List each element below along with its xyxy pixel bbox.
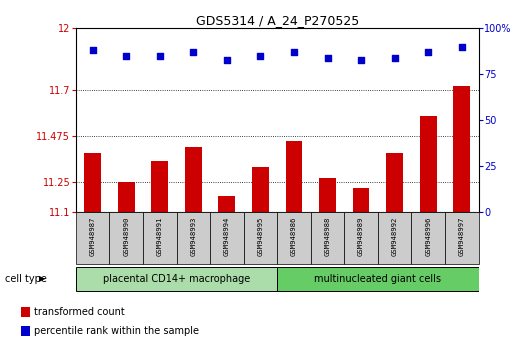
FancyBboxPatch shape bbox=[277, 267, 479, 291]
Bar bbox=[118, 182, 134, 354]
FancyBboxPatch shape bbox=[445, 212, 479, 264]
Bar bbox=[453, 86, 470, 354]
FancyBboxPatch shape bbox=[311, 212, 344, 264]
FancyBboxPatch shape bbox=[210, 212, 244, 264]
Text: cell type: cell type bbox=[5, 274, 47, 284]
Text: GSM948993: GSM948993 bbox=[190, 217, 196, 256]
Point bbox=[256, 53, 265, 59]
Point bbox=[458, 44, 466, 50]
Point bbox=[122, 53, 130, 59]
Text: placental CD14+ macrophage: placental CD14+ macrophage bbox=[103, 274, 250, 284]
Text: GSM948994: GSM948994 bbox=[224, 217, 230, 256]
Text: GSM948997: GSM948997 bbox=[459, 217, 465, 256]
FancyBboxPatch shape bbox=[76, 267, 277, 291]
Title: GDS5314 / A_24_P270525: GDS5314 / A_24_P270525 bbox=[196, 14, 359, 27]
Bar bbox=[185, 147, 202, 354]
Text: GSM948992: GSM948992 bbox=[392, 217, 397, 256]
FancyBboxPatch shape bbox=[244, 212, 277, 264]
Text: ▶: ▶ bbox=[39, 274, 46, 283]
Bar bbox=[286, 141, 302, 354]
Text: percentile rank within the sample: percentile rank within the sample bbox=[34, 326, 199, 336]
FancyBboxPatch shape bbox=[109, 212, 143, 264]
Bar bbox=[353, 188, 369, 354]
FancyBboxPatch shape bbox=[143, 212, 176, 264]
Point bbox=[391, 55, 399, 61]
Text: GSM948995: GSM948995 bbox=[257, 217, 264, 256]
Bar bbox=[219, 196, 235, 354]
FancyBboxPatch shape bbox=[412, 212, 445, 264]
Text: GSM948996: GSM948996 bbox=[425, 217, 431, 256]
Text: GSM948986: GSM948986 bbox=[291, 217, 297, 256]
Text: GSM948988: GSM948988 bbox=[325, 217, 331, 256]
Text: GSM948989: GSM948989 bbox=[358, 217, 364, 256]
Text: GSM948991: GSM948991 bbox=[157, 217, 163, 256]
Bar bbox=[319, 178, 336, 354]
Point bbox=[155, 53, 164, 59]
FancyBboxPatch shape bbox=[378, 212, 412, 264]
Text: multinucleated giant cells: multinucleated giant cells bbox=[314, 274, 441, 284]
Point bbox=[189, 50, 198, 55]
Bar bbox=[420, 116, 437, 354]
FancyBboxPatch shape bbox=[176, 212, 210, 264]
Text: transformed count: transformed count bbox=[34, 307, 125, 316]
Text: GSM948990: GSM948990 bbox=[123, 217, 129, 256]
FancyBboxPatch shape bbox=[277, 212, 311, 264]
Point bbox=[424, 50, 433, 55]
Bar bbox=[151, 161, 168, 354]
Bar bbox=[84, 153, 101, 354]
Point bbox=[88, 47, 97, 53]
FancyBboxPatch shape bbox=[344, 212, 378, 264]
Text: GSM948987: GSM948987 bbox=[89, 217, 96, 256]
Bar bbox=[386, 153, 403, 354]
Point bbox=[357, 57, 365, 62]
Point bbox=[223, 57, 231, 62]
Point bbox=[290, 50, 298, 55]
Point bbox=[323, 55, 332, 61]
Bar bbox=[252, 167, 269, 354]
FancyBboxPatch shape bbox=[76, 212, 109, 264]
